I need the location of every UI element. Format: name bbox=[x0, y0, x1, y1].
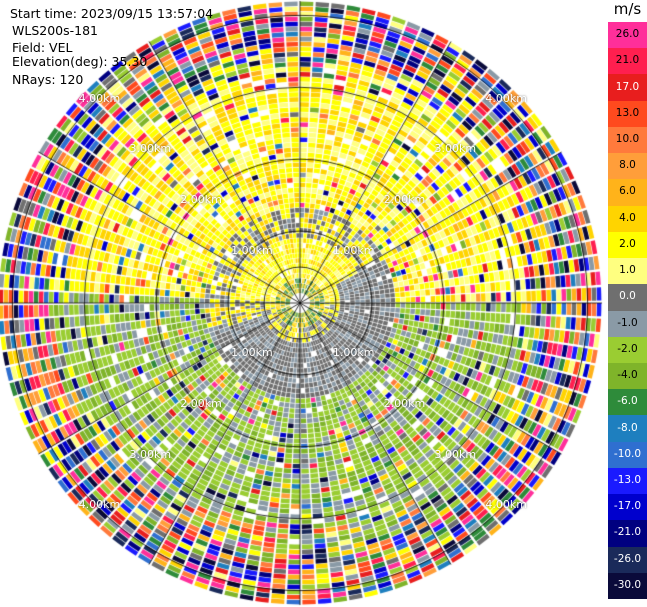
colorbar-tick-label: 1.0 bbox=[619, 264, 636, 277]
range-ring-label: 1.00km bbox=[231, 244, 273, 258]
colorbar-cell bbox=[608, 48, 647, 75]
colorbar-cell bbox=[608, 572, 647, 600]
colorbar-tick-label: 8.0 bbox=[619, 159, 636, 172]
colorbar-tick-label: 26.0 bbox=[615, 28, 640, 41]
colorbar-cell bbox=[608, 74, 647, 102]
range-ring-label: 2.00km bbox=[383, 193, 426, 207]
colorbar-cell bbox=[608, 205, 647, 233]
range-ring-label: 4.00km bbox=[78, 91, 121, 105]
colorbar-cell bbox=[608, 520, 647, 548]
colorbar-tick-label: -10.0 bbox=[613, 447, 642, 460]
colorbar-cell bbox=[608, 336, 647, 364]
colorbar-tick-label: -17.0 bbox=[613, 500, 642, 513]
colorbar-cell bbox=[608, 310, 647, 338]
range-ring-label: 3.00km bbox=[129, 142, 172, 156]
colorbar-tick-label: 10.0 bbox=[615, 133, 640, 146]
site-name-label: WLS200s-181 bbox=[12, 23, 98, 38]
range-ring-label: 1.00km bbox=[231, 345, 273, 359]
colorbar-tick-label: 6.0 bbox=[619, 185, 636, 198]
colorbar-cell bbox=[608, 231, 647, 259]
range-ring-label: 3.00km bbox=[434, 447, 477, 461]
elevation-label: Elevation(deg): 35.30 bbox=[12, 54, 148, 69]
colorbar-cell bbox=[608, 389, 647, 416]
colorbar-cell bbox=[608, 22, 647, 49]
range-ring-label: 3.00km bbox=[129, 447, 172, 461]
colorbar-tick-label: 2.0 bbox=[619, 237, 636, 250]
colorbar-tick-label: -26.0 bbox=[613, 552, 642, 565]
colorbar-tick-label: -1.0 bbox=[617, 316, 638, 329]
colorbar-cell bbox=[608, 546, 647, 574]
colorbar-tick-label: 21.0 bbox=[615, 54, 640, 67]
range-ring-label: 1.00km bbox=[332, 244, 375, 258]
colorbar-cell bbox=[608, 362, 647, 390]
range-ring-label: 2.00km bbox=[180, 396, 222, 410]
colorbar-tick-label: -13.0 bbox=[613, 473, 642, 486]
colorbar-tick-label: -8.0 bbox=[617, 421, 638, 434]
range-ring-label: 3.00km bbox=[434, 142, 477, 156]
colorbar-cell bbox=[608, 100, 647, 128]
nrays-label: NRays: 120 bbox=[12, 72, 84, 87]
colorbar-tick-label: 0.0 bbox=[619, 290, 636, 303]
colorbar-tick-label: 17.0 bbox=[615, 80, 640, 93]
range-ring-label: 4.00km bbox=[78, 498, 121, 512]
colorbar-tick-label: -21.0 bbox=[613, 526, 642, 539]
colorbar-cell bbox=[608, 258, 647, 285]
colorbar-tick-label: -4.0 bbox=[617, 369, 638, 382]
colorbar-cell bbox=[608, 467, 647, 495]
radar-ppi-plot bbox=[0, 0, 608, 607]
colorbar-cell bbox=[608, 441, 647, 469]
colorbar-tick-label: 4.0 bbox=[619, 211, 636, 224]
range-ring-label: 2.00km bbox=[180, 193, 222, 207]
colorbar-cell bbox=[608, 153, 647, 180]
colorbar-cell bbox=[608, 126, 647, 154]
range-ring-label: 4.00km bbox=[485, 91, 527, 105]
colorbar-tick-label: -30.0 bbox=[613, 578, 642, 591]
colorbar-cell bbox=[608, 415, 647, 443]
range-ring-label: 4.00km bbox=[485, 498, 527, 512]
colorbar-cell bbox=[608, 179, 647, 207]
colorbar-tick-label: -2.0 bbox=[617, 342, 638, 355]
colorbar-tick-label: -6.0 bbox=[617, 395, 638, 408]
range-ring-label: 2.00km bbox=[383, 396, 426, 410]
colorbar-cell bbox=[608, 494, 647, 521]
colorbar-cell bbox=[608, 284, 647, 311]
field-label: Field: VEL bbox=[12, 40, 73, 55]
colorbar-tick-label: 13.0 bbox=[615, 106, 640, 119]
range-ring-label: 1.00km bbox=[332, 345, 375, 359]
colorbar: 26.0 21.0 17.0 13.0 10.0 8.0 6.0 4.0 2.0 1.0 0.0 -1… bbox=[608, 22, 647, 600]
colorbar-unit: m/s bbox=[613, 0, 642, 18]
start-time-label: Start time: 2023/09/15 13:57:04 bbox=[10, 6, 214, 21]
